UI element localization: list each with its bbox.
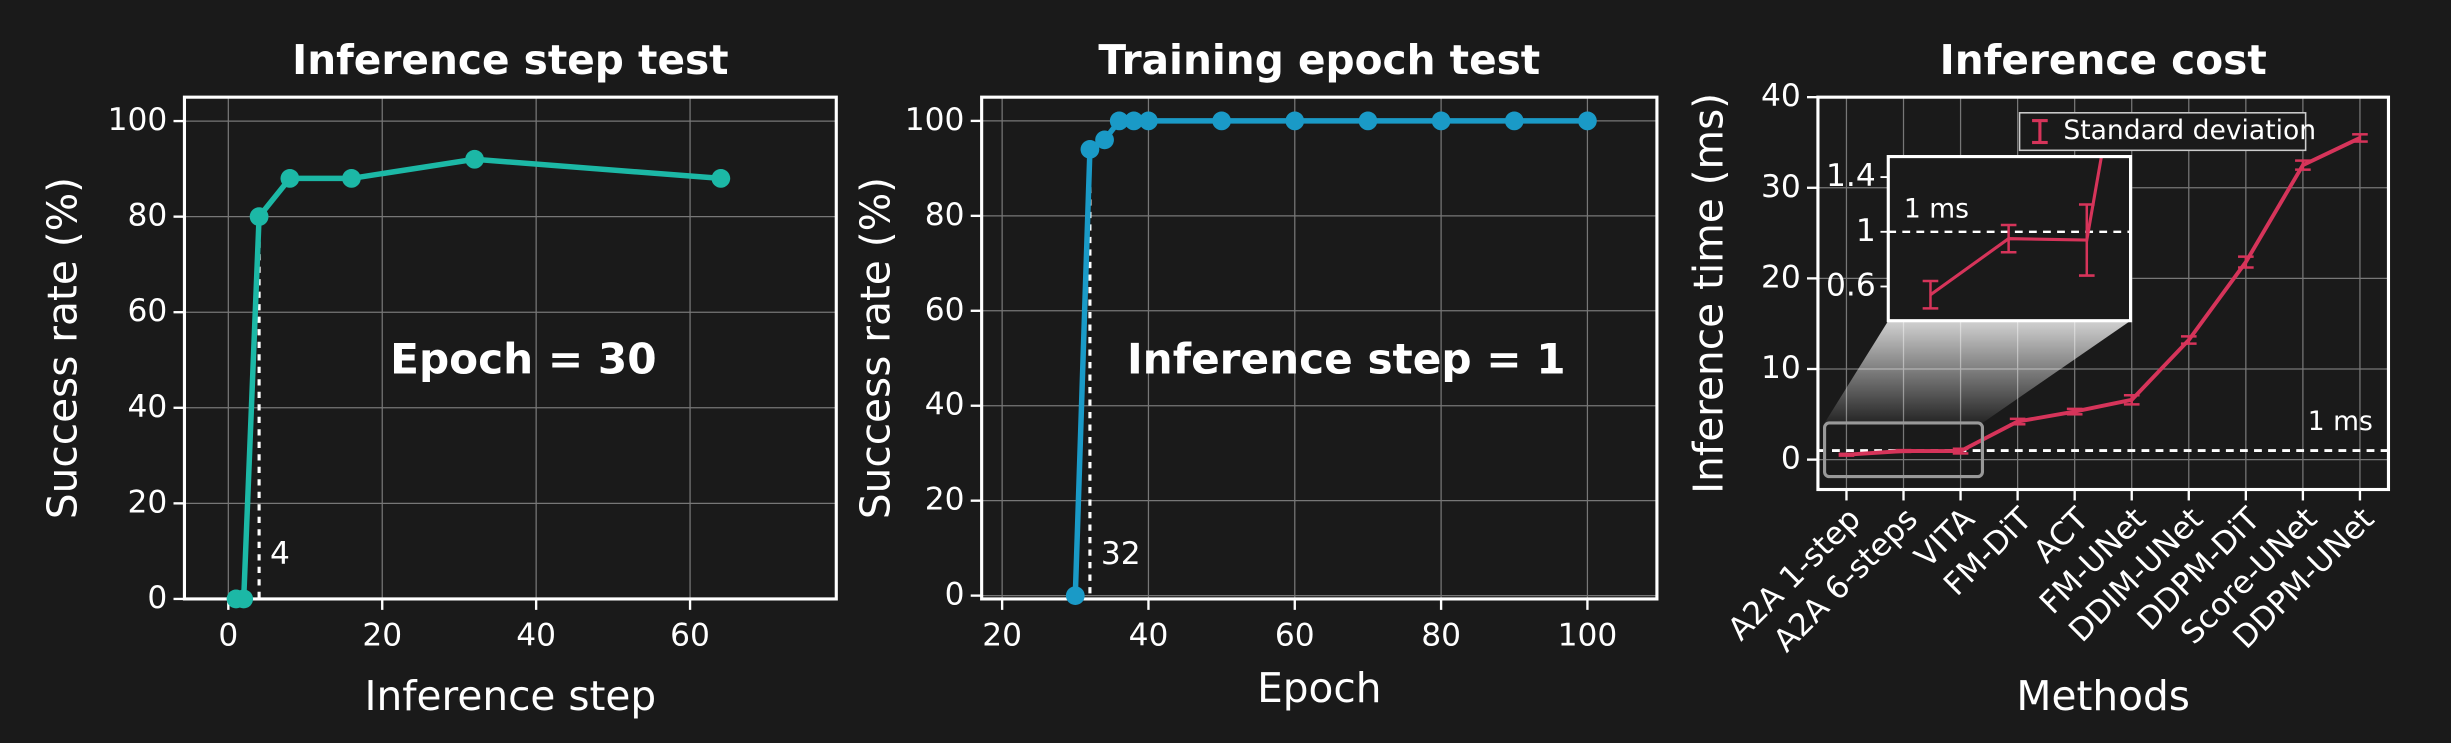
x-tick-label: 80 [1421, 617, 1461, 653]
chart-title: Inference cost [1940, 36, 2267, 84]
inset-plot: 1 ms [1888, 156, 2131, 310]
x-axis-label: Epoch [1257, 664, 1381, 712]
x-axis-label: Inference step [365, 672, 657, 720]
x-tick-label: 40 [516, 617, 556, 653]
y-tick-label: 60 [925, 292, 965, 328]
inset-reference-label: 1 ms [1904, 193, 1969, 224]
plot-frame [980, 95, 1659, 601]
data-point [1285, 111, 1305, 131]
chart-title: Inference step test [292, 36, 729, 84]
inset-tick-label: 1.4 [1826, 158, 1876, 194]
y-axis-label: Success rate (%) [39, 177, 87, 519]
data-point [465, 149, 484, 169]
y-tick-label: 0 [945, 577, 965, 613]
x-tick-label: 20 [362, 617, 402, 653]
data-point [1109, 111, 1129, 131]
data-point [1124, 111, 1144, 131]
y-axis-label: Inference time (ms) [1685, 93, 1733, 494]
annotation: Inference step = 1 [1127, 335, 1566, 384]
y-tick-label: 20 [925, 482, 965, 518]
x-axis-label: Methods [2016, 672, 2190, 720]
chart-title: Training epoch test [1098, 36, 1540, 84]
data-point [1431, 111, 1451, 131]
data-point [1358, 111, 1378, 131]
x-tick-label: 100 [1558, 617, 1618, 653]
x-tick-label: 60 [670, 617, 710, 653]
y-tick-label: 20 [1761, 259, 1801, 295]
x-tick-label: 60 [1275, 617, 1315, 653]
y-tick-label: 0 [147, 580, 167, 616]
y-tick-label: 60 [127, 293, 167, 329]
data-line [1929, 156, 2104, 296]
data-point [1065, 586, 1085, 605]
y-tick-label: 40 [925, 387, 965, 423]
y-axis-label: Success rate (%) [851, 177, 899, 519]
annotation: Epoch = 30 [390, 335, 656, 384]
y-tick-label: 40 [1761, 78, 1801, 114]
data-point [342, 169, 361, 188]
y-tick-label: 0 [1781, 441, 1801, 477]
data-point [249, 207, 269, 227]
y-tick-label: 100 [905, 102, 965, 138]
data-point [711, 169, 731, 188]
legend-label: Standard deviation [2063, 115, 2316, 146]
x-tick-label: 20 [982, 617, 1022, 653]
threshold-label: 32 [1101, 536, 1141, 572]
zoom-box [1823, 421, 1985, 479]
data-point [1504, 111, 1524, 131]
plot-frame [182, 95, 838, 601]
data-point [234, 589, 254, 609]
data-point [280, 169, 300, 188]
inset-tick-label: 0.6 [1826, 268, 1876, 304]
data-line [1846, 136, 2361, 457]
data-point [1139, 111, 1158, 131]
y-tick-label: 80 [127, 198, 167, 234]
legend-box [2018, 112, 2307, 152]
threshold-label: 4 [270, 536, 290, 572]
zoom-connector [1824, 320, 2131, 423]
inset-tick-label: 1 [1856, 213, 1876, 249]
data-point [1578, 111, 1597, 131]
y-tick-label: 40 [127, 389, 167, 425]
y-tick-label: 20 [127, 484, 167, 520]
inset-frame [1886, 155, 2133, 323]
y-tick-label: 10 [1761, 350, 1801, 386]
y-tick-label: 80 [925, 197, 965, 233]
reference-label: 1 ms [2308, 406, 2373, 437]
data-point [1212, 111, 1231, 131]
data-point [1095, 130, 1114, 150]
x-tick-label: 0 [218, 617, 238, 653]
x-tick-label: 40 [1129, 617, 1169, 653]
y-tick-label: 30 [1761, 169, 1801, 205]
data-point [1080, 140, 1100, 159]
y-tick-label: 100 [108, 102, 168, 138]
plot-frame [1816, 95, 2391, 492]
